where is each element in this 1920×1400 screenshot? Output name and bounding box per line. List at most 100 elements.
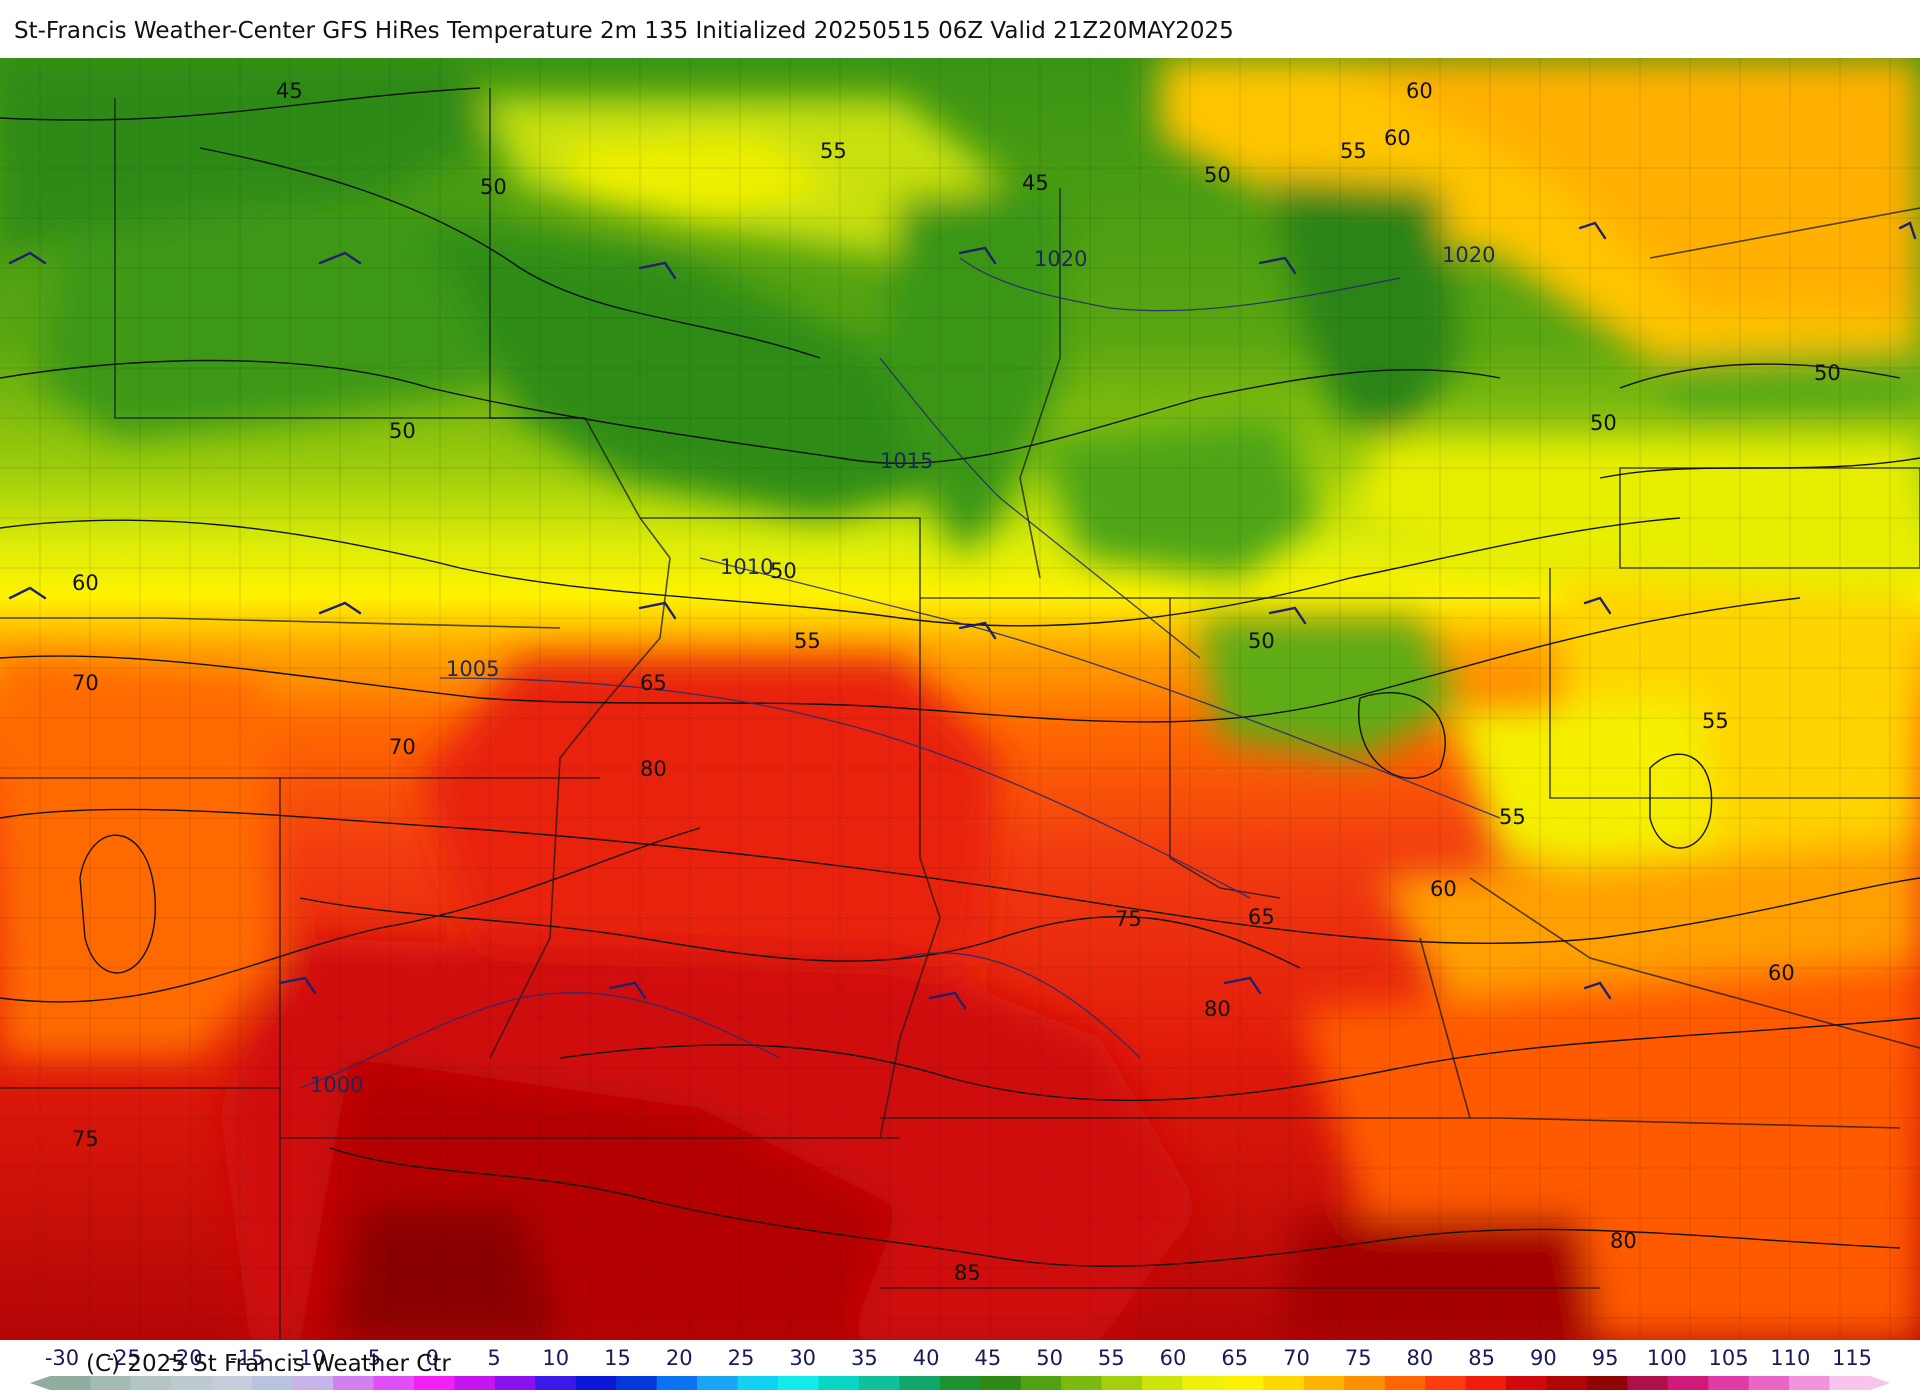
colorbar-tick-label: 15 xyxy=(604,1346,631,1370)
temp-label: 45 xyxy=(1022,171,1049,195)
colorbar-swatch xyxy=(252,1376,294,1390)
colorbar-swatch xyxy=(656,1376,698,1390)
colorbar-tick-label: 35 xyxy=(851,1346,878,1370)
colorbar-swatch xyxy=(90,1376,132,1390)
colorbar-swatch xyxy=(899,1376,941,1390)
colorbar-tick-label: -30 xyxy=(44,1346,80,1370)
temp-label: 65 xyxy=(640,671,667,695)
isobars-layer xyxy=(299,257,1501,1089)
colorbar-swatch xyxy=(1789,1376,1831,1390)
colorbar-tick-label: 60 xyxy=(1159,1346,1187,1370)
colorbar-tick-label: -10 xyxy=(291,1346,327,1370)
colorbar-swatch xyxy=(1748,1376,1790,1390)
colorbar-right-arrow xyxy=(1870,1376,1890,1390)
copyright-text: (C) 2025 St Francis Weather Ctr xyxy=(86,1351,451,1377)
temperature-labels-layer: 45 55 60 60 55 45 50 50 50 50 60 70 70 6… xyxy=(72,79,1841,1285)
colorbar-swatch xyxy=(1465,1376,1507,1390)
colorbar-swatch xyxy=(1263,1376,1305,1390)
colorbar-tick-label: 70 xyxy=(1283,1346,1310,1370)
temp-label: 45 xyxy=(276,79,303,103)
temp-label: 55 xyxy=(1702,709,1729,733)
temperature-contours-layer xyxy=(0,87,1920,1267)
colorbar-swatch xyxy=(414,1376,456,1390)
colorbar-swatch xyxy=(1425,1376,1467,1390)
colorbar-tick-label: -15 xyxy=(230,1346,265,1370)
colorbar-swatch xyxy=(737,1376,779,1390)
temp-label: 65 xyxy=(1248,905,1275,929)
colorbar-swatch xyxy=(1344,1376,1386,1390)
colorbar-swatch xyxy=(333,1376,375,1390)
temp-label: 70 xyxy=(72,671,99,695)
isobar-labels-layer: 1020 1020 1015 1005 1000 xyxy=(310,243,1495,1097)
isobar-label: 1000 xyxy=(310,1073,363,1097)
colorbar-tick-label: 50 xyxy=(1036,1346,1063,1370)
temp-label: 75 xyxy=(72,1127,99,1151)
colorbar-swatch xyxy=(858,1376,900,1390)
colorbar-swatch xyxy=(697,1376,739,1390)
temp-label: 55 xyxy=(1499,805,1526,829)
colorbar-swatch xyxy=(1546,1376,1588,1390)
colorbar-swatch xyxy=(1627,1376,1669,1390)
colorbar-swatch xyxy=(778,1376,820,1390)
temperature-fill-layer xyxy=(0,58,1920,1340)
colorbar-tick-label: 115 xyxy=(1831,1346,1873,1370)
colorbar-swatch xyxy=(1101,1376,1143,1390)
temp-label: 55 xyxy=(794,629,821,653)
colorbar-swatch xyxy=(1303,1376,1345,1390)
temp-label: 50 xyxy=(1248,629,1275,653)
colorbar-ticks: -30 -25 -20 -15 -10 -5 0 5 10 15 20 25 30 35 40 45 50 55 6… xyxy=(0,1340,1920,1372)
temp-label: 55 xyxy=(820,139,847,163)
colorbar-swatch xyxy=(1384,1376,1426,1390)
colorbar-swatch xyxy=(494,1376,536,1390)
colorbar-swatch xyxy=(1061,1376,1103,1390)
temp-label: 60 xyxy=(1406,79,1433,103)
colorbar-tick-label: 0 xyxy=(425,1346,440,1370)
colorbar-swatch xyxy=(1586,1376,1628,1390)
title-bar: St-Francis Weather-Center GFS HiRes Temp… xyxy=(0,0,1920,58)
temp-label: 60 xyxy=(1430,877,1457,901)
temp-label: 60 xyxy=(72,571,99,595)
colorbar-swatch xyxy=(535,1376,577,1390)
colorbar-tick-label: 80 xyxy=(1406,1346,1434,1370)
map-frame: 45 55 60 60 55 45 50 50 50 50 60 70 70 6… xyxy=(0,58,1920,1340)
temp-label: 50 xyxy=(770,559,797,583)
colorbar-swatch xyxy=(50,1376,92,1390)
temp-label: 70 xyxy=(389,735,416,759)
temp-label: 85 xyxy=(954,1261,981,1285)
colorbar-swatch xyxy=(1667,1376,1709,1390)
temp-label: 1010 xyxy=(720,555,773,579)
colorbar-tick-label: 55 xyxy=(1097,1346,1125,1370)
colorbar-tick-label: 95 xyxy=(1591,1346,1619,1370)
temp-label: 60 xyxy=(1768,961,1795,985)
colorbar-swatch xyxy=(1222,1376,1264,1390)
colorbar-swatch xyxy=(1020,1376,1062,1390)
colorbar-swatch xyxy=(454,1376,496,1390)
colorbar-tick-label: 105 xyxy=(1708,1346,1749,1370)
colorbar-tick-label: 25 xyxy=(727,1346,755,1370)
isobar-label: 1020 xyxy=(1442,243,1495,267)
colorbar-tick-label: 90 xyxy=(1530,1346,1557,1370)
colorbar-tick-label: -20 xyxy=(168,1346,203,1370)
colorbar-swatch xyxy=(1182,1376,1224,1390)
colorbar-tick-label: 45 xyxy=(974,1346,1002,1370)
colorbar-tick-label: 10 xyxy=(542,1346,570,1370)
colorbar-tick-label: 20 xyxy=(665,1346,693,1370)
colorbar-swatch xyxy=(211,1376,253,1390)
colorbar-tick-label: 65 xyxy=(1221,1346,1249,1370)
colorbar-swatch xyxy=(818,1376,860,1390)
colorbar: -30 -25 -20 -15 -10 -5 0 5 10 15 20 25 30 35 40 45 50 55 6… xyxy=(0,1340,1920,1400)
temp-label: 50 xyxy=(1204,163,1231,187)
colorbar-swatch xyxy=(1708,1376,1750,1390)
colorbar-swatch xyxy=(980,1376,1022,1390)
temp-label: 50 xyxy=(1590,411,1617,435)
temp-label: 50 xyxy=(389,419,416,443)
colorbar-tick-label: -25 xyxy=(106,1346,141,1370)
colorbar-tick-label: 5 xyxy=(487,1346,501,1370)
colorbar-swatch xyxy=(171,1376,213,1390)
colorbar-left-arrow xyxy=(30,1376,50,1390)
temp-label: 75 xyxy=(1115,907,1142,931)
colorbar-swatch xyxy=(575,1376,617,1390)
temp-label: 50 xyxy=(1814,361,1841,385)
isobar-label: 1020 xyxy=(1034,247,1087,271)
colorbar-swatch xyxy=(939,1376,981,1390)
